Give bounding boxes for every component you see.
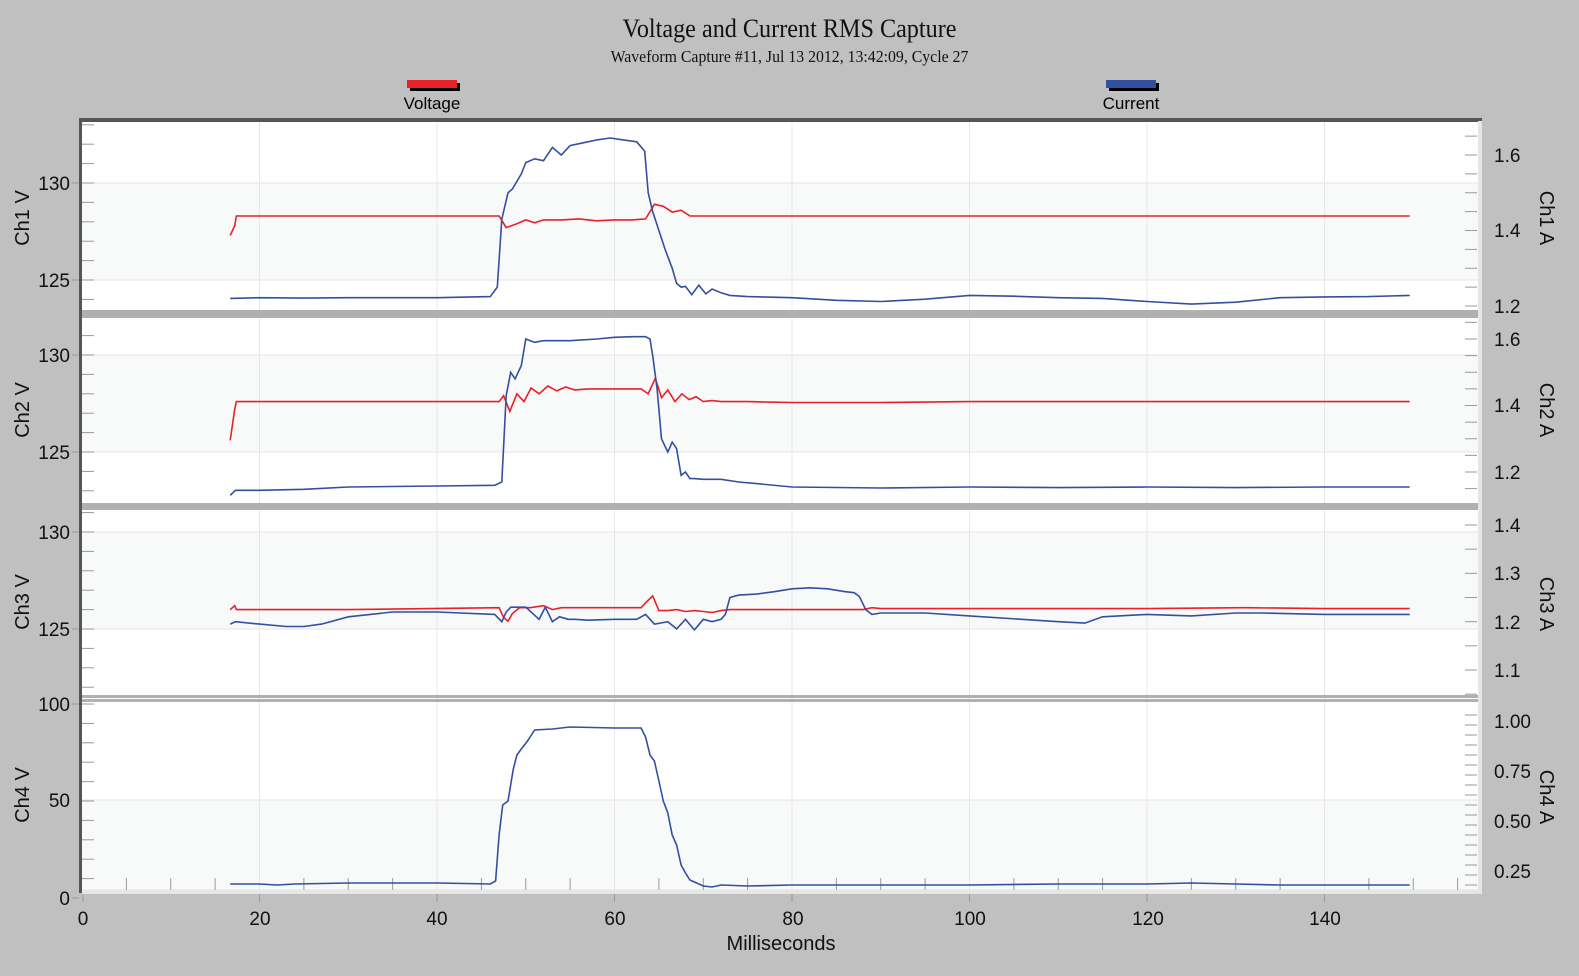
- ch3-v-tick-130: 130: [38, 523, 70, 544]
- ch3-a-axis-title: Ch3 A: [1535, 577, 1557, 632]
- legend-label-voltage: Voltage: [403, 94, 461, 113]
- ch3-v-tick-125: 125: [38, 620, 70, 641]
- ch4-current-trace: [230, 726, 1410, 888]
- ch3-current-trace: [229, 586, 1410, 632]
- legend-label-current: Current: [1102, 94, 1160, 113]
- ch4-a-tick-1.00: 1.00: [1494, 712, 1531, 733]
- current-swatch-icon: [1106, 80, 1156, 88]
- ch1-v-tick-130: 130: [38, 174, 70, 195]
- data-traces: [229, 137, 1410, 888]
- legend-item-current[interactable]: Current: [1071, 80, 1191, 114]
- ch2-v-tick-125: 125: [38, 443, 70, 464]
- x-tick-20: 20: [249, 909, 270, 930]
- ch4-a-tick-0.75: 0.75: [1494, 762, 1531, 783]
- ch1-a-tick-1.6: 1.6: [1494, 146, 1520, 167]
- ch2-current-trace: [229, 335, 1410, 496]
- ch3-a-tick-1.3: 1.3: [1494, 564, 1520, 585]
- ch1-current-trace: [230, 137, 1410, 305]
- ch3-a-tick-1.4: 1.4: [1494, 516, 1521, 537]
- top-axis-frame: [79, 118, 1482, 122]
- ch1-a-axis-title: Ch1 A: [1535, 191, 1557, 246]
- ch1-v-tick-125: 125: [38, 271, 70, 292]
- axis-ticks: [72, 124, 1477, 902]
- ch1-a-tick-1.2: 1.2: [1494, 297, 1520, 318]
- ch3-a-tick-1.1: 1.1: [1494, 661, 1520, 682]
- ch2-v-axis-title: Ch2 V: [12, 382, 34, 438]
- left-axis-frame: [79, 118, 82, 893]
- ch4-a-tick-0.25: 0.25: [1494, 862, 1531, 883]
- bottom-axis-frame: [82, 890, 1482, 894]
- ch2-a-tick-1.6: 1.6: [1494, 330, 1520, 351]
- voltage-swatch-icon: [407, 80, 457, 88]
- ch4-v-tick-100: 100: [38, 695, 70, 716]
- ch1-v-axis-title: Ch1 V: [12, 190, 34, 246]
- x-tick-80: 80: [782, 909, 803, 930]
- ch3-v-axis-title: Ch3 V: [12, 574, 34, 630]
- ch4-a-axis-title: Ch4 A: [1535, 770, 1557, 825]
- x-tick-0: 0: [78, 909, 89, 930]
- x-tick-40: 40: [426, 909, 447, 930]
- x-tick-100: 100: [954, 909, 986, 930]
- panel-dividers: [82, 310, 1478, 702]
- ch4-v-tick-50: 50: [49, 791, 70, 812]
- ch1-a-tick-1.4: 1.4: [1494, 221, 1521, 242]
- x-tick-120: 120: [1132, 909, 1164, 930]
- ch3-voltage-trace: [229, 594, 1410, 623]
- ch4-v-tick-0: 0: [59, 889, 70, 910]
- chart-title: Voltage and Current RMS Capture: [622, 14, 957, 43]
- ch4-a-tick-0.50: 0.50: [1494, 812, 1531, 833]
- ch1-voltage-trace: [229, 203, 1410, 236]
- ch2-a-tick-1.2: 1.2: [1494, 463, 1520, 484]
- chart-subtitle: Waveform Capture #11, Jul 13 2012, 13:42…: [610, 47, 969, 66]
- ch2-voltage-trace: [229, 376, 1410, 441]
- ch3-a-tick-1.2: 1.2: [1494, 613, 1520, 634]
- ch2-a-tick-1.4: 1.4: [1494, 396, 1521, 417]
- x-axis-title: Milliseconds: [727, 933, 836, 955]
- right-axis-frame: [1478, 121, 1482, 893]
- ch2-v-tick-130: 130: [38, 346, 70, 367]
- x-tick-60: 60: [604, 909, 625, 930]
- ch4-v-axis-title: Ch4 V: [12, 767, 34, 823]
- ch2-a-axis-title: Ch2 A: [1535, 383, 1557, 438]
- legend-item-voltage[interactable]: Voltage: [372, 80, 492, 114]
- x-tick-140: 140: [1309, 909, 1341, 930]
